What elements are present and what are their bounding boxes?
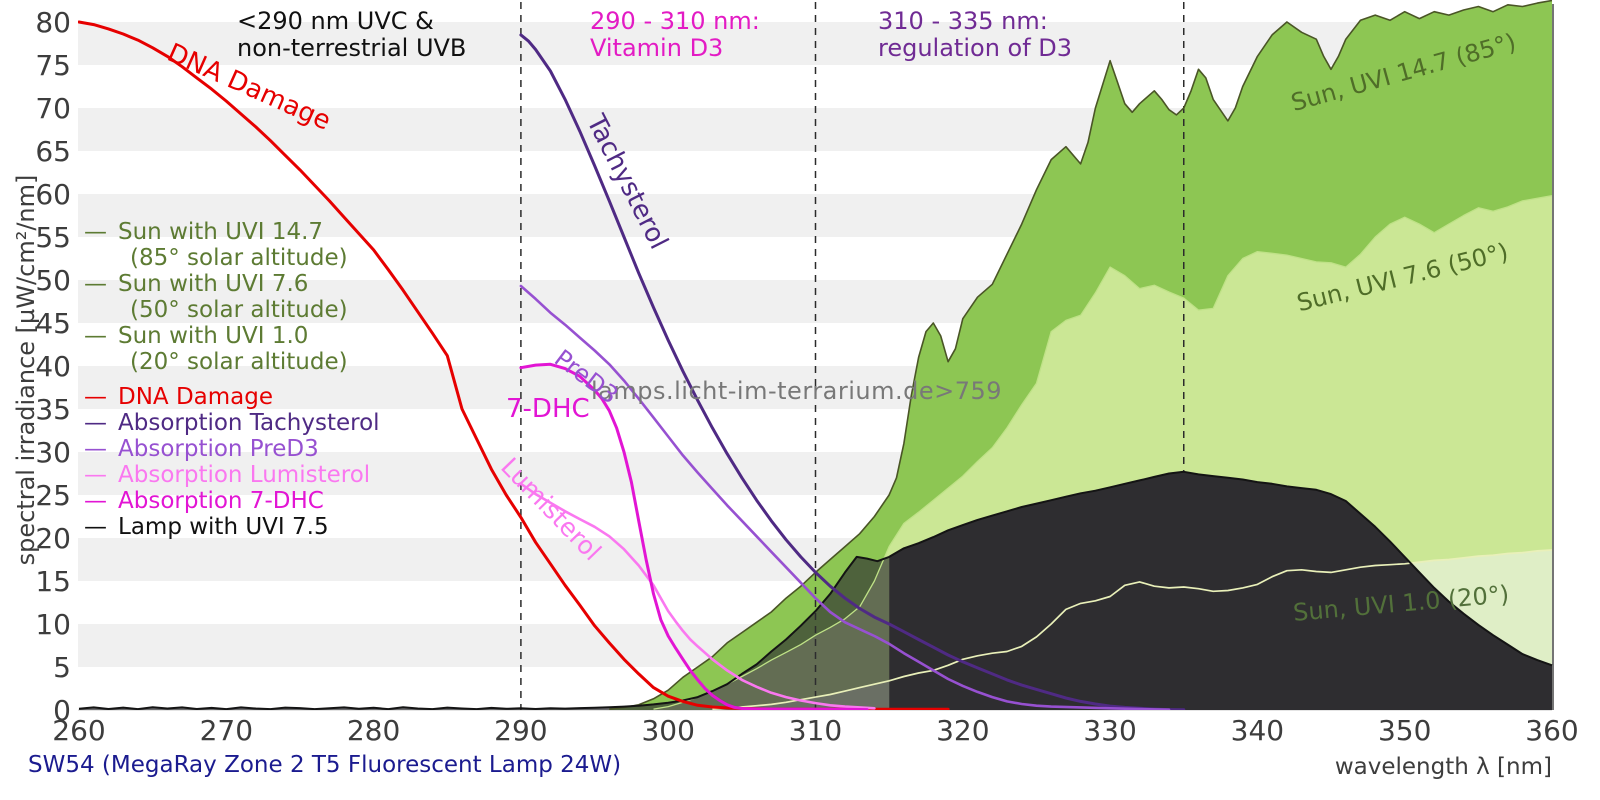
y-tick-65: 65 — [35, 135, 71, 168]
x-tick-330: 330 — [1083, 714, 1136, 747]
y-tick-30: 30 — [35, 436, 71, 469]
watermark: lamps.licht-im-terrarium.de>759 — [591, 377, 1003, 405]
legend-label-abs-7-dhc: Absorption 7-DHC — [118, 488, 324, 514]
y-tick-75: 75 — [35, 49, 71, 82]
y-tick-60: 60 — [35, 178, 71, 211]
legend-swatch-dna-damage: — — [84, 384, 107, 410]
legend-item-abs-7-dhc: — Absorption 7-DHC — [84, 488, 380, 514]
legend-label-abs-pred3: Absorption PreD3 — [118, 436, 319, 462]
x-tick-270: 270 — [200, 714, 253, 747]
x-axis-label: wavelength λ [nm] — [1334, 754, 1552, 780]
legend-swatch-sun-uvi-14-7: — — [84, 219, 107, 245]
legend-swatch-abs-pred3: — — [84, 436, 107, 462]
legend-swatch-sun-uvi-7-6: — — [84, 271, 107, 297]
y-tick-80: 80 — [35, 6, 71, 39]
legend-sublabel-sun-uvi-14-7: (85° solar altitude) — [130, 245, 348, 271]
legend-gap — [84, 375, 380, 384]
legend-swatch-lamp-uvi-7-5: — — [84, 514, 107, 540]
legend-swatch-sun-uvi-1-0: — — [84, 323, 107, 349]
legend-swatch-abs-tachysterol: — — [84, 410, 107, 436]
legend-label-sun-uvi-14-7: Sun with UVI 14.7 — [118, 219, 324, 245]
legend-item-abs-tachysterol: — Absorption Tachysterol — [84, 410, 380, 436]
y-tick-55: 55 — [35, 221, 71, 254]
y-tick-45: 45 — [35, 307, 71, 340]
legend-label-sun-uvi-7-6: Sun with UVI 7.6 — [118, 271, 309, 297]
legend-item-lamp-uvi-7-5: — Lamp with UVI 7.5 — [84, 514, 380, 540]
y-tick-5: 5 — [53, 651, 71, 684]
legend-item-sun-uvi-1-0: — Sun with UVI 1.0 — [84, 323, 380, 349]
x-tick-300: 300 — [641, 714, 694, 747]
y-tick-20: 20 — [35, 522, 71, 555]
legend: — Sun with UVI 14.7 (85° solar altitude) — S… — [84, 219, 380, 540]
x-tick-260: 260 — [52, 714, 105, 747]
legend-label-lamp-uvi-7-5: Lamp with UVI 7.5 — [118, 514, 329, 540]
y-tick-15: 15 — [35, 565, 71, 598]
y-axis-label: spectral irradiance [µW/cm²/nm] — [12, 174, 40, 566]
legend-label-abs-lumisterol: Absorption Lumisterol — [118, 462, 371, 488]
line-absorption-tachysterol — [519, 33, 1186, 710]
x-tick-310: 310 — [789, 714, 842, 747]
x-tick-320: 320 — [936, 714, 989, 747]
edge-sun-with-uvi-1.0-20-solar-altitude- — [712, 549, 1553, 710]
legend-item-dna-damage: — DNA Damage — [84, 384, 380, 410]
x-tick-290: 290 — [494, 714, 547, 747]
area-lamp-uvb-part — [79, 556, 890, 710]
legend-item-sun-uvi-14-7: — Sun with UVI 14.7 — [84, 219, 380, 245]
y-tick-25: 25 — [35, 479, 71, 512]
y-tick-35: 35 — [35, 393, 71, 426]
legend-label-sun-uvi-1-0: Sun with UVI 1.0 — [118, 323, 309, 349]
legend-label-abs-tachysterol: Absorption Tachysterol — [118, 410, 380, 436]
line-absorption-7-dhc — [519, 362, 869, 710]
legend-sublabel-sun-uvi-1-0: (20° solar altitude) — [130, 349, 348, 375]
line-absorption-pred3 — [519, 284, 1171, 710]
y-tick-40: 40 — [35, 350, 71, 383]
y-tick-10: 10 — [35, 608, 71, 641]
legend-item-sun-uvi-7-6: — Sun with UVI 7.6 — [84, 271, 380, 297]
annotation-vitamin-d3-band: 290 - 310 nm: Vitamin D3 — [590, 7, 760, 62]
line-absorption-lumisterol — [519, 482, 876, 710]
x-tick-340: 340 — [1231, 714, 1284, 747]
chart-title: SW54 (MegaRay Zone 2 T5 Fluorescent Lamp… — [28, 752, 622, 778]
legend-item-abs-pred3: — Absorption PreD3 — [84, 436, 380, 462]
legend-sublabel-sun-uvi-7-6: (50° solar altitude) — [130, 297, 348, 323]
annotation-uvc-band: <290 nm UVC & non-terrestrial UVB — [237, 7, 467, 62]
legend-item-abs-lumisterol: — Absorption Lumisterol — [84, 462, 380, 488]
y-tick-0: 0 — [53, 694, 71, 727]
annotation-regulation-band: 310 - 335 nm: regulation of D3 — [878, 7, 1073, 62]
edge-sun-with-uvi-7.6-50-solar-altitude- — [653, 195, 1553, 710]
y-tick-70: 70 — [35, 92, 71, 125]
legend-swatch-abs-7-dhc: — — [84, 488, 107, 514]
legend-swatch-abs-lumisterol: — — [84, 462, 107, 488]
line-dna-damage — [78, 20, 950, 710]
legend-label-dna-damage: DNA Damage — [118, 384, 274, 410]
x-tick-360: 360 — [1525, 714, 1578, 747]
x-tick-350: 350 — [1378, 714, 1431, 747]
y-tick-50: 50 — [35, 264, 71, 297]
curve-label-7-dhc: 7-DHC — [506, 394, 590, 424]
edge-lamp-with-uvi-7.5 — [78, 470, 1553, 710]
x-tick-280: 280 — [347, 714, 400, 747]
